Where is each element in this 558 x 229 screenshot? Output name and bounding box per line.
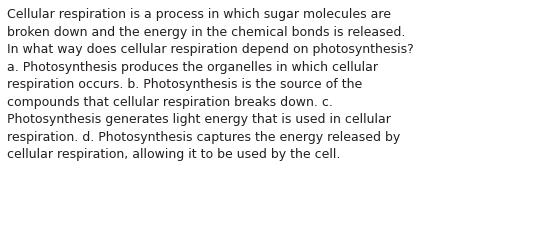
Text: Cellular respiration is a process in which sugar molecules are
broken down and t: Cellular respiration is a process in whi… <box>7 8 413 160</box>
